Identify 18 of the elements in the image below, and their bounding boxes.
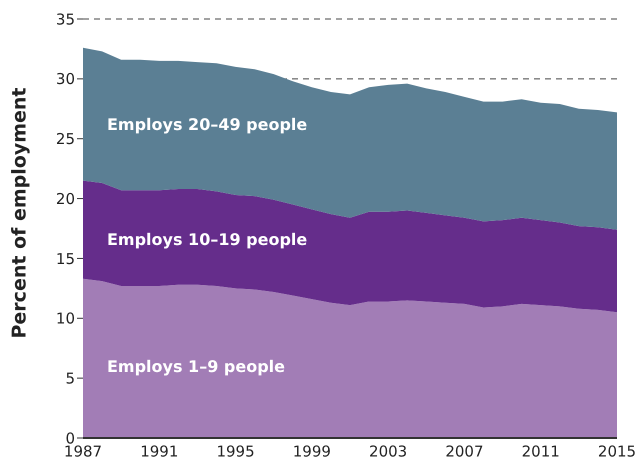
y-axis-title: Percent of employment: [8, 87, 31, 338]
series-label: Employs 10–19 people: [107, 230, 308, 249]
y-tick-label: 5: [65, 369, 75, 388]
x-tick-label: 1995: [216, 442, 255, 461]
x-tick-label: 2003: [369, 442, 408, 461]
x-tick-label: 2007: [445, 442, 484, 461]
y-tick-label: 25: [56, 130, 75, 148]
y-tick-label: 20: [56, 190, 75, 208]
y-tick-label: 10: [56, 310, 75, 328]
x-tick-label: 1999: [292, 442, 331, 461]
x-tick-label: 1987: [64, 442, 102, 461]
y-tick-label: 15: [56, 250, 75, 268]
y-tick-label: 35: [56, 10, 75, 28]
x-tick-label: 1991: [140, 442, 178, 461]
series-label: Employs 20–49 people: [107, 114, 308, 134]
y-tick-label: 30: [56, 70, 75, 88]
x-tick-label: 2015: [598, 442, 636, 461]
x-tick-label: 2011: [522, 442, 560, 461]
